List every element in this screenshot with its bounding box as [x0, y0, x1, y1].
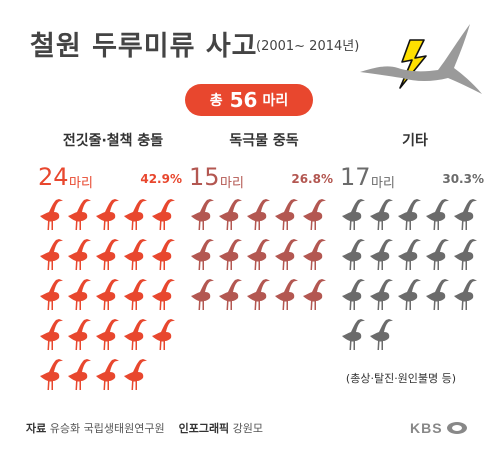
- crane-icon: [454, 239, 477, 270]
- brand-text: KBS: [410, 420, 443, 436]
- crane-icon: [303, 239, 326, 270]
- crane-icon: [275, 279, 298, 310]
- total-count-badge: 총 56 마리: [185, 84, 313, 116]
- crane-icon: [68, 279, 91, 310]
- total-label: 총: [209, 93, 223, 109]
- crane-icon: [426, 279, 449, 310]
- crane-icon: [40, 239, 63, 270]
- crane-icon: [96, 279, 119, 310]
- crane-icon: [96, 239, 119, 270]
- source-label: 자료: [26, 422, 47, 435]
- crane-icon: [426, 239, 449, 270]
- crane-icon: [219, 239, 242, 270]
- crane-icon: [454, 199, 477, 230]
- crane-icon: [342, 319, 365, 350]
- total-unit: 마리: [262, 93, 289, 109]
- crane-icon: [152, 239, 175, 270]
- kbs-logo: KBS: [410, 420, 468, 436]
- category-percent: 42.9%: [140, 172, 182, 186]
- crane-icon: [96, 319, 119, 350]
- crane-icon: [342, 239, 365, 270]
- crane-icon: [370, 279, 393, 310]
- category-title: 기타: [402, 133, 428, 149]
- crane-icon: [40, 319, 63, 350]
- source-text: 유승화 국립생태원연구원: [49, 422, 165, 435]
- crane-icon: [370, 239, 393, 270]
- category-other: 기타 17 마리 30.3%: [340, 130, 490, 350]
- graphic-text: 강원모: [232, 422, 264, 435]
- crane-icon: [40, 359, 63, 390]
- crane-icon: [152, 279, 175, 310]
- crane-icon: [398, 239, 421, 270]
- crane-icon: [124, 199, 147, 230]
- crane-icon: [398, 199, 421, 230]
- crane-icon: [68, 319, 91, 350]
- crane-icon: [96, 199, 119, 230]
- category-count: 17: [340, 163, 371, 191]
- crane-icon: [40, 199, 63, 230]
- crane-icon: [219, 199, 242, 230]
- category-poison: 독극물 중독 15 마리 26.8%: [189, 130, 339, 310]
- crane-shape: [360, 24, 482, 94]
- crane-lightning-icon: [360, 24, 482, 94]
- crane-icon: [303, 279, 326, 310]
- crane-icon: [191, 279, 214, 310]
- page-title: 철원 두루미류 사고: [30, 31, 258, 62]
- crane-icon: [68, 199, 91, 230]
- category-unit: 마리: [69, 176, 93, 191]
- category-count: 24: [38, 163, 69, 191]
- crane-icon: [370, 319, 393, 350]
- category-unit: 마리: [220, 176, 244, 191]
- footer-credits: 자료 유승화 국립생태원연구원 인포그래픽 강원모: [26, 420, 263, 436]
- crane-icon: [191, 239, 214, 270]
- crane-icon: [40, 279, 63, 310]
- crane-icon: [124, 319, 147, 350]
- crane-icon: [247, 239, 270, 270]
- crane-icon: [124, 279, 147, 310]
- crane-icon: [124, 239, 147, 270]
- crane-icon: [191, 199, 214, 230]
- crane-icon: [68, 359, 91, 390]
- crane-icon: [247, 279, 270, 310]
- crane-icon: [275, 199, 298, 230]
- category-title: 전깃줄·철책 충돌: [62, 133, 164, 149]
- crane-icon: [426, 199, 449, 230]
- crane-grid: [189, 196, 327, 316]
- crane-icon: [219, 279, 242, 310]
- crane-icon: [342, 199, 365, 230]
- category-percent: 26.8%: [291, 172, 333, 186]
- crane-icon: [124, 359, 147, 390]
- crane-icon: [96, 359, 119, 390]
- crane-icon: [68, 239, 91, 270]
- crane-icon: [342, 279, 365, 310]
- crane-grid: [38, 196, 176, 396]
- crane-icon: [303, 199, 326, 230]
- category-percent: 30.3%: [442, 172, 484, 186]
- crane-icon: [152, 319, 175, 350]
- total-value: 56: [229, 88, 258, 112]
- crane-icon: [247, 199, 270, 230]
- crane-icon: [275, 239, 298, 270]
- crane-icon: [370, 199, 393, 230]
- graphic-label: 인포그래픽: [178, 422, 230, 435]
- page-subtitle: (2001~ 2014년): [256, 39, 360, 54]
- other-note: (총상·탈진·원인불명 등): [345, 372, 457, 385]
- category-collision: 전깃줄·철책 충돌 24 마리 42.9%: [38, 130, 188, 390]
- category-unit: 마리: [371, 176, 395, 191]
- category-count: 15: [189, 163, 220, 191]
- crane-icon: [152, 199, 175, 230]
- crane-grid: [340, 196, 478, 356]
- category-title: 독극물 중독: [229, 133, 299, 149]
- kbs-symbol-icon: [446, 422, 467, 434]
- crane-icon: [454, 279, 477, 310]
- crane-icon: [398, 279, 421, 310]
